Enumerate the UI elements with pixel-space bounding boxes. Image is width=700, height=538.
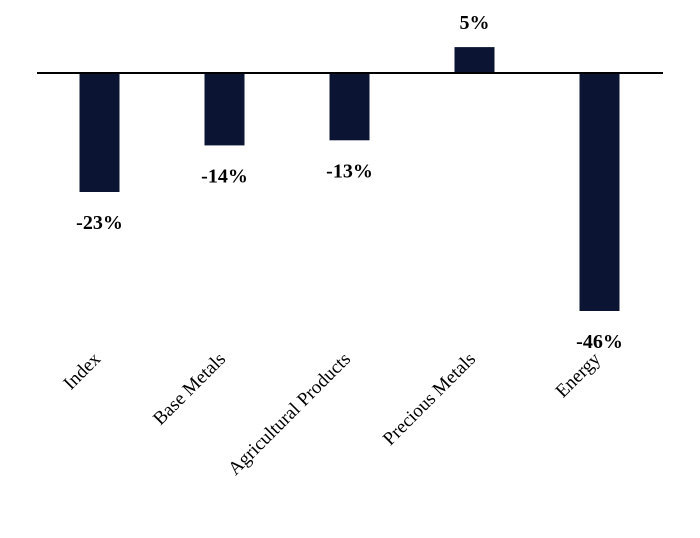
data-labels-group: -23% -14% -13% 5% -46% xyxy=(76,12,623,353)
bar-precious-metals xyxy=(454,47,495,73)
category-label-energy: Energy xyxy=(552,348,606,402)
data-label-energy: -46% xyxy=(576,331,623,353)
bar-energy xyxy=(579,73,620,311)
data-label-agricultural-products: -13% xyxy=(326,160,373,182)
bar-agricultural-products xyxy=(329,73,370,141)
bar-index xyxy=(79,73,120,192)
data-label-precious-metals: 5% xyxy=(460,12,490,34)
category-label-agricultural-products: Agricultural Products xyxy=(224,349,355,480)
data-label-index: -23% xyxy=(76,212,123,234)
bars-group xyxy=(79,47,620,311)
category-label-index: Index xyxy=(60,348,106,394)
bar-base-metals xyxy=(204,73,245,146)
category-label-precious-metals: Precious Metals xyxy=(379,349,480,450)
category-label-base-metals: Base Metals xyxy=(149,349,230,430)
data-label-base-metals: -14% xyxy=(201,165,248,187)
